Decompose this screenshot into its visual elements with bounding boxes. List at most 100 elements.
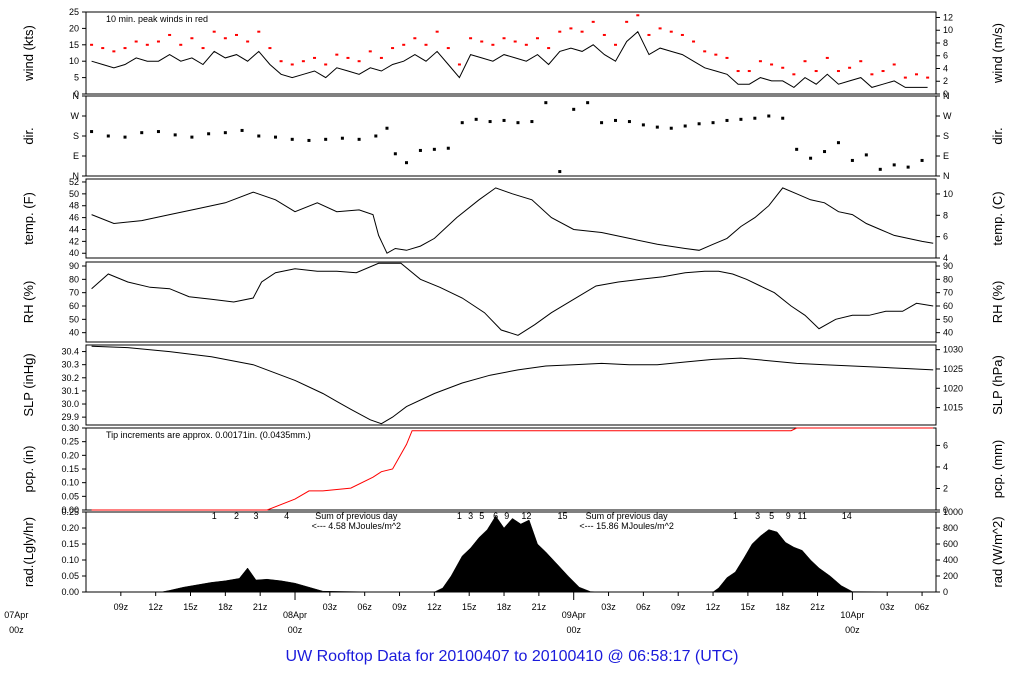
pcp-left-tick-label: 0.10 bbox=[61, 478, 79, 488]
dir-point bbox=[572, 107, 576, 111]
dir-point bbox=[418, 148, 422, 152]
dir-left-tick-label: N bbox=[73, 171, 80, 181]
dir-point bbox=[307, 138, 311, 142]
slp-series-line bbox=[91, 345, 934, 425]
dir-point bbox=[586, 101, 590, 105]
x-hour-tick-label: 21z bbox=[810, 602, 825, 612]
wind-peak-point bbox=[569, 27, 573, 30]
temp-ylabel-right: temp. (C) bbox=[990, 191, 1005, 245]
x-hour-tick-label: 06z bbox=[915, 602, 930, 612]
dir-point bbox=[823, 150, 827, 154]
rad-hour-mark: 1 bbox=[457, 511, 462, 521]
rh-left-tick-label: 70 bbox=[69, 288, 79, 298]
wind-left-tick-label: 5 bbox=[74, 73, 79, 83]
dir-left-tick-label: S bbox=[73, 131, 79, 141]
rh-left-tick-label: 60 bbox=[69, 301, 79, 311]
dir-point bbox=[123, 135, 127, 139]
dir-point bbox=[324, 137, 328, 141]
wind-peak-point bbox=[268, 47, 272, 50]
dir-right-tick-label: W bbox=[943, 111, 952, 121]
rad-sum-note: <--- 15.86 MJoules/m^2 bbox=[579, 521, 674, 531]
dir-point bbox=[697, 122, 701, 126]
pcp-left-tick-label: 0.00 bbox=[61, 505, 79, 515]
wind-peak-point bbox=[547, 47, 551, 50]
slp-left-tick-label: 30.2 bbox=[61, 373, 79, 383]
dir-point bbox=[920, 158, 924, 162]
x-hour-tick-label: 15z bbox=[462, 602, 477, 612]
dir-point bbox=[669, 126, 673, 130]
wind-frame bbox=[85, 11, 937, 95]
temp-left-tick-label: 40 bbox=[69, 248, 79, 258]
dir-point bbox=[767, 114, 771, 118]
wind-peak-point bbox=[814, 70, 818, 73]
rh-left-tick-label: 40 bbox=[69, 328, 79, 338]
dir-point bbox=[502, 118, 506, 122]
x-day-label: 08Apr bbox=[283, 610, 307, 620]
dir-point bbox=[240, 128, 244, 132]
dir-right-tick-label: E bbox=[943, 151, 949, 161]
rad-right-tick-label: 600 bbox=[943, 539, 958, 549]
wind-peak-point bbox=[625, 20, 629, 23]
wind-peak-point bbox=[368, 50, 372, 53]
rad-left-tick-label: 0.05 bbox=[61, 571, 79, 581]
rad-right-tick-label: 400 bbox=[943, 555, 958, 565]
wind-peak-point bbox=[480, 40, 484, 43]
wind-peak-point bbox=[803, 60, 807, 63]
rad-hour-mark: 14 bbox=[842, 511, 852, 521]
dir-point bbox=[892, 163, 896, 167]
wind-right-tick-label: 0 bbox=[943, 89, 948, 99]
pcp-left-tick-label: 0.05 bbox=[61, 491, 79, 501]
x-hour-tick-label: 15z bbox=[741, 602, 756, 612]
x-day-sublabel: 00z bbox=[9, 625, 24, 635]
wind-peak-point bbox=[357, 60, 361, 63]
slp-left-tick-label: 29.9 bbox=[61, 412, 79, 422]
dir-point bbox=[432, 147, 436, 151]
dir-point bbox=[906, 165, 910, 169]
rh-series-line bbox=[91, 262, 934, 336]
rad-hour-mark: 3 bbox=[468, 511, 473, 521]
wind-peak-point bbox=[223, 37, 227, 40]
rad-series-area bbox=[91, 515, 934, 593]
rh-left-tick-label: 90 bbox=[69, 261, 79, 271]
wind-peak-point bbox=[848, 66, 852, 69]
rad-hour-mark: 11 bbox=[798, 511, 807, 521]
slp-right-tick-label: 1025 bbox=[943, 364, 963, 374]
wind-peak-point bbox=[435, 30, 439, 33]
rh-right-tick-label: 40 bbox=[943, 328, 953, 338]
dir-point bbox=[340, 136, 344, 140]
dir-left-tick-label: N bbox=[73, 91, 80, 101]
temp-left-tick-label: 44 bbox=[69, 224, 79, 234]
dir-point bbox=[474, 117, 478, 121]
dir-point bbox=[614, 118, 618, 122]
dir-point bbox=[90, 130, 94, 134]
dir-point bbox=[850, 158, 854, 162]
temp-ylabel: temp. (F) bbox=[21, 192, 36, 245]
wind-peak-point bbox=[457, 63, 461, 66]
rad-hour-mark: 2 bbox=[234, 511, 239, 521]
wind-peak-point bbox=[669, 30, 673, 33]
slp-left-tick-label: 30.3 bbox=[61, 360, 79, 370]
wind-peak-point bbox=[112, 50, 116, 53]
wind-peak-point bbox=[502, 37, 506, 40]
rad-hour-mark: 5 bbox=[769, 511, 774, 521]
dir-left-tick-label: W bbox=[71, 111, 80, 121]
x-hour-tick-label: 21z bbox=[532, 602, 547, 612]
dir-frame bbox=[85, 95, 937, 177]
x-hour-tick-label: 03z bbox=[323, 602, 338, 612]
wind-peak-point bbox=[446, 47, 450, 50]
rh-right-tick-label: 70 bbox=[943, 288, 953, 298]
rad-hour-mark: 6 bbox=[493, 511, 498, 521]
wind-peak-point bbox=[290, 63, 294, 66]
dir-point bbox=[374, 134, 378, 138]
dir-point bbox=[156, 130, 160, 134]
dir-point bbox=[544, 101, 548, 105]
dir-right-tick-label: N bbox=[943, 171, 950, 181]
dir-point bbox=[223, 131, 227, 135]
wind-peak-point bbox=[680, 33, 684, 36]
wind-peak-point bbox=[246, 40, 250, 43]
x-hour-tick-label: 06z bbox=[636, 602, 651, 612]
pcp-left-tick-label: 0.20 bbox=[61, 450, 79, 460]
dir-point bbox=[683, 124, 687, 128]
wind-peak-point bbox=[770, 63, 774, 66]
